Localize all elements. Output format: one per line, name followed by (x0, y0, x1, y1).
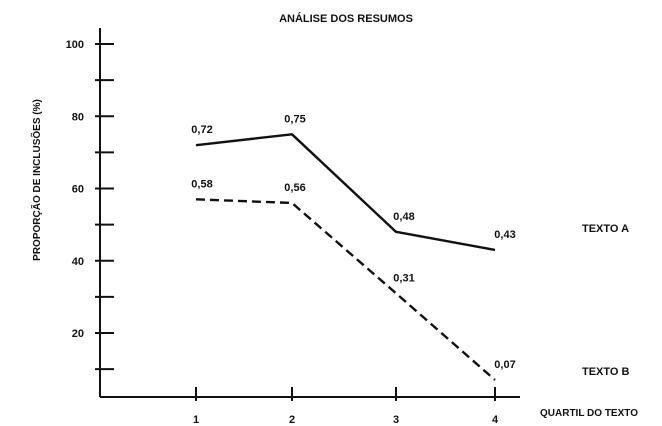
x-tick-label: 4 (492, 414, 499, 426)
y-tick-label: 80 (72, 111, 84, 123)
y-tick-label: 20 (72, 328, 84, 340)
data-label: 0,43 (494, 229, 515, 241)
y-tick-label: 100 (66, 39, 84, 51)
y-tick-label: 60 (72, 184, 84, 196)
x-tick-label: 2 (289, 414, 295, 426)
legend-label: TEXTO B (582, 366, 630, 378)
data-label: 0,31 (393, 272, 414, 284)
chart-title: ANÁLISE DOS RESUMOS (279, 12, 413, 25)
series-line-texto-b (195, 198, 496, 381)
x-tick-label: 3 (393, 414, 399, 426)
y-axis-ticks: 20 40 60 80 100 (66, 39, 114, 371)
x-tick-label: 1 (193, 414, 199, 426)
series-lines (195, 133, 496, 381)
series-line-texto-a (195, 133, 496, 252)
legend-label: TEXTO A (582, 223, 629, 235)
axes (99, 28, 520, 398)
y-tick-label: 40 (72, 256, 84, 268)
y-axis-label: PROPORÇÃO DE INCLUSÕES (%) (30, 99, 43, 261)
data-label: 0,58 (191, 178, 212, 190)
data-label: 0,07 (494, 359, 515, 371)
data-label: 0,48 (393, 211, 414, 223)
x-axis-label: QUARTIL DO TEXTO (540, 408, 638, 419)
legend: TEXTO A TEXTO B (582, 223, 630, 378)
data-label: 0,56 (284, 182, 305, 194)
data-labels: 0,72 0,75 0,48 0,43 0,58 0,56 0,31 0,07 (191, 113, 515, 371)
data-label: 0,72 (191, 124, 212, 136)
x-axis-ticks: 1 2 3 4 (193, 387, 499, 426)
data-label: 0,75 (284, 113, 305, 125)
